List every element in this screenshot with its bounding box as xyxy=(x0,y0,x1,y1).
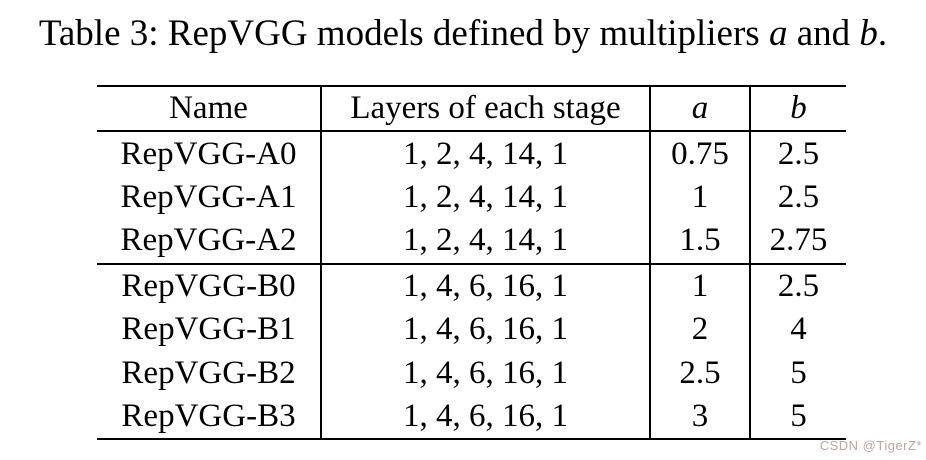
table-row: RepVGG-A1 1, 2, 4, 14, 1 1 2.5 xyxy=(97,175,846,220)
column-header-name: Name xyxy=(97,86,322,132)
caption-text: Table 3: RepVGG models defined by multip… xyxy=(38,13,760,54)
table-row: RepVGG-B3 1, 4, 6, 16, 1 3 5 xyxy=(97,394,846,440)
cell-name: RepVGG-A1 xyxy=(97,175,322,220)
cell-layers: 1, 4, 6, 16, 1 xyxy=(321,263,651,308)
watermark: CSDN @TigerZ* xyxy=(819,438,922,453)
cell-name: RepVGG-B0 xyxy=(97,263,322,308)
table-row: RepVGG-B0 1, 4, 6, 16, 1 1 2.5 xyxy=(97,263,846,308)
cell-layers: 1, 4, 6, 16, 1 xyxy=(321,394,651,440)
cell-name: RepVGG-B1 xyxy=(97,307,322,352)
table-row: RepVGG-B2 1, 4, 6, 16, 1 2.5 5 xyxy=(97,351,846,395)
cell-b: 2.75 xyxy=(769,222,828,259)
cell-b: 5 xyxy=(790,354,807,391)
column-header-layers: Layers of each stage xyxy=(321,86,651,132)
cell-a: 1.5 xyxy=(650,219,751,264)
cell-name: RepVGG-A2 xyxy=(97,219,322,264)
cell-a: 1 xyxy=(650,175,751,220)
table-row: RepVGG-B1 1, 4, 6, 16, 1 2 4 xyxy=(97,307,846,352)
cell-b: 2.5 xyxy=(777,267,820,304)
cell-b: 2.5 xyxy=(777,178,820,215)
cell-name: RepVGG-B3 xyxy=(97,394,322,440)
table-row: RepVGG-A0 1, 2, 4, 14, 1 0.75 2.5 xyxy=(97,131,846,176)
cell-layers: 1, 2, 4, 14, 1 xyxy=(321,175,651,220)
cell-a: 2 xyxy=(650,307,751,352)
cell-layers: 1, 2, 4, 14, 1 xyxy=(321,219,651,264)
cell-a: 2.5 xyxy=(650,351,751,395)
cell-layers: 1, 4, 6, 16, 1 xyxy=(321,307,651,352)
cell-b: 5 xyxy=(790,397,807,434)
table-row: RepVGG-A2 1, 2, 4, 14, 1 1.5 2.75 xyxy=(97,219,846,264)
caption-var-a: a xyxy=(768,13,788,54)
cell-a: 0.75 xyxy=(650,131,751,176)
cell-name: RepVGG-B2 xyxy=(97,351,322,395)
repvgg-table: Name Layers of each stage a b RepVGG-A0 … xyxy=(97,85,846,441)
header-row: Name Layers of each stage a b xyxy=(97,86,846,132)
column-header-b: b xyxy=(790,90,807,127)
cell-a: 1 xyxy=(650,263,751,308)
cell-name: RepVGG-A0 xyxy=(97,131,322,176)
cell-layers: 1, 4, 6, 16, 1 xyxy=(321,351,651,395)
cell-b: 2.5 xyxy=(777,135,820,172)
caption-conj: and xyxy=(796,13,851,54)
caption-period: . xyxy=(877,13,888,54)
column-header-a: a xyxy=(650,86,751,132)
cell-layers: 1, 2, 4, 14, 1 xyxy=(321,131,651,176)
table-caption: Table 3: RepVGG models defined by multip… xyxy=(0,6,926,62)
cell-b: 4 xyxy=(790,311,807,348)
caption-var-b: b xyxy=(859,13,878,54)
cell-a: 3 xyxy=(650,394,751,440)
